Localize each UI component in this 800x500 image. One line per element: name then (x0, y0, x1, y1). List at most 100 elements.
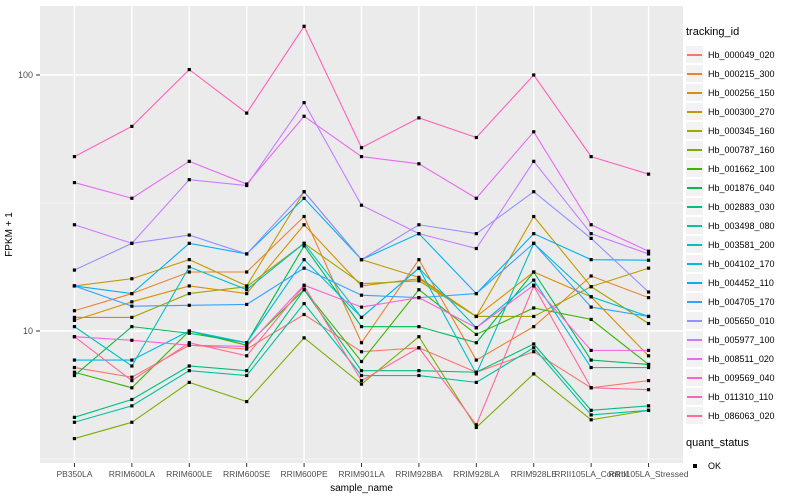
data-point-marker (187, 67, 191, 72)
legend-key-swatch-icon (686, 160, 703, 177)
data-point-marker (417, 232, 421, 236)
legend-label: Hb_000049_020 (708, 49, 775, 60)
data-point-marker (302, 266, 306, 270)
data-point-marker (187, 343, 191, 347)
legend-item: Hb_008511_020 (686, 349, 798, 368)
legend-item: Hb_002883_030 (686, 197, 798, 216)
data-point-marker (417, 325, 421, 329)
legend-item: Hb_001876_040 (686, 178, 798, 197)
legend-key-line (687, 129, 702, 132)
data-point-marker (187, 284, 191, 288)
legend-key-swatch-icon (686, 331, 703, 348)
data-point-marker (589, 317, 593, 321)
y-tick-label: 100 (18, 70, 33, 80)
legend-key-swatch-icon (686, 198, 703, 215)
legend-key-line (687, 205, 702, 208)
data-point-marker (532, 306, 536, 310)
data-point-marker (187, 233, 191, 237)
legend-key-swatch-icon (686, 236, 703, 253)
data-point-marker (130, 358, 134, 362)
legend-key-swatch-icon (686, 84, 703, 101)
x-tick-label: RRIM928LA (453, 469, 500, 479)
x-tick-label: RRII105LA_Stressed (609, 469, 689, 479)
data-point-marker (474, 135, 478, 140)
data-point-marker (130, 338, 134, 342)
data-point-marker (417, 275, 421, 279)
data-point-marker (532, 372, 536, 376)
data-point-marker (646, 321, 651, 326)
data-point-marker (359, 325, 364, 329)
legend-key-swatch-icon (686, 312, 703, 329)
legend-key-line (687, 395, 702, 398)
data-point-marker (474, 332, 478, 336)
legend-item: Hb_000049_020 (686, 45, 798, 64)
legend-key-swatch-icon (686, 65, 703, 82)
data-point-marker (532, 190, 536, 194)
data-point-marker (589, 274, 593, 278)
legend-key-line (687, 110, 702, 113)
legend-label: Hb_001876_040 (708, 182, 775, 193)
data-point-marker (302, 101, 306, 105)
legend-key-line (687, 338, 702, 341)
data-point-marker (532, 232, 536, 236)
legend-item: Hb_004452_110 (686, 273, 798, 292)
legend-item: Hb_001662_100 (686, 159, 798, 178)
data-point-marker (589, 305, 593, 309)
data-point-marker (245, 285, 249, 289)
legend-item: Hb_086063_020 (686, 406, 798, 425)
legend-label: Hb_086063_020 (708, 410, 775, 421)
data-point-marker (532, 284, 536, 288)
data-point-marker (532, 346, 536, 350)
data-point-marker (474, 246, 478, 251)
data-point-marker (359, 373, 364, 378)
data-point-marker (245, 111, 249, 115)
data-point-marker (187, 159, 191, 163)
data-point-marker (646, 354, 651, 358)
legend-key-line (687, 300, 702, 303)
data-point-marker (130, 375, 134, 379)
data-point-marker (72, 325, 77, 329)
data-point-marker (532, 214, 536, 219)
data-point-marker (417, 162, 421, 166)
legend-item: Hb_011310_110 (686, 387, 798, 406)
data-point-marker (245, 369, 249, 373)
legend-label: Hb_000256_150 (708, 87, 775, 98)
data-point-marker (646, 252, 651, 256)
data-point-marker (130, 379, 134, 383)
data-point-marker (646, 404, 651, 408)
legend-key-swatch-icon (686, 350, 703, 367)
data-point-marker (130, 277, 134, 281)
data-point-marker (245, 347, 249, 351)
legend-key-line (687, 319, 702, 322)
data-point-marker (245, 291, 249, 296)
legend-title: tracking_id (686, 26, 740, 38)
data-point-marker (417, 116, 421, 120)
data-point-marker (589, 418, 593, 422)
data-point-marker (302, 241, 306, 245)
data-point-marker (532, 278, 536, 282)
data-point-marker (187, 329, 191, 333)
data-point-marker (130, 397, 134, 402)
data-point-marker (302, 312, 306, 317)
data-point-marker (72, 335, 77, 339)
legend-key-line (687, 414, 702, 417)
data-point-marker (187, 291, 191, 296)
data-point-marker (130, 420, 134, 424)
data-point-marker (187, 303, 191, 307)
data-point-marker (417, 373, 421, 378)
data-point-marker (646, 290, 651, 294)
data-point-marker (474, 341, 478, 345)
data-point-marker (302, 223, 306, 227)
data-point-marker (72, 358, 77, 362)
data-point-marker (646, 379, 651, 383)
legend-items: Hb_000049_020 Hb_000215_300 Hb_000256_150 H… (686, 45, 798, 425)
data-point-marker (245, 252, 249, 256)
data-point-marker (245, 182, 249, 186)
data-point-marker (302, 258, 306, 262)
data-point-marker (474, 232, 478, 236)
x-tick-label: RRII105LA_Control (554, 469, 628, 479)
data-point-marker (474, 314, 478, 319)
data-point-marker (359, 369, 364, 373)
data-point-marker (589, 155, 593, 159)
